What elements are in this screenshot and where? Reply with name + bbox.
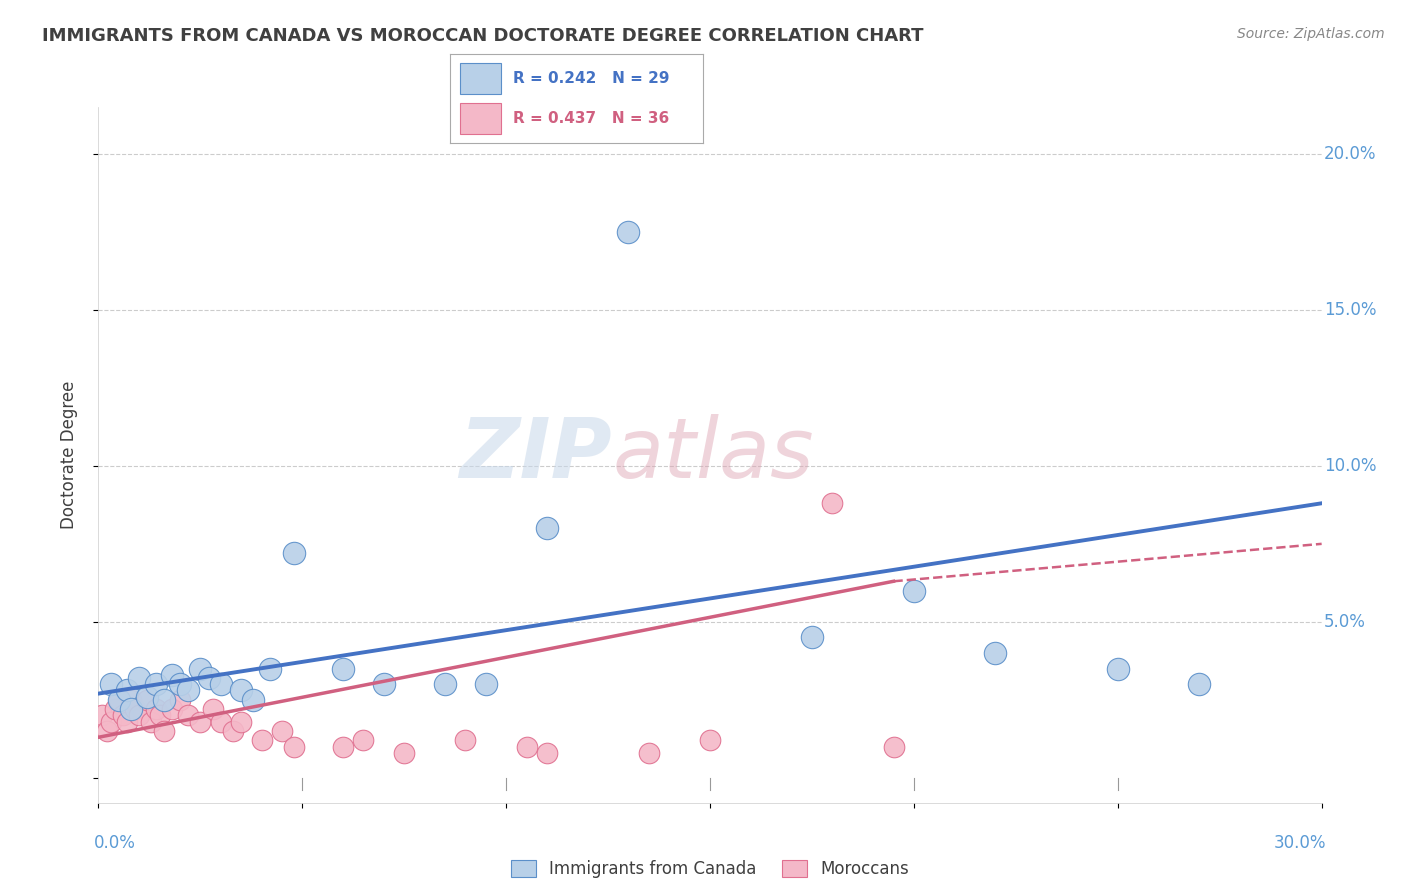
Point — [231, 714, 253, 729]
Text: 20.0%: 20.0% — [1324, 145, 1376, 163]
Point — [250, 733, 273, 747]
Point — [352, 733, 374, 747]
Legend: Immigrants from Canada, Moroccans: Immigrants from Canada, Moroccans — [505, 854, 915, 885]
Point — [115, 714, 138, 729]
Point — [188, 662, 212, 676]
Point — [197, 671, 219, 685]
Text: R = 0.437   N = 36: R = 0.437 N = 36 — [513, 112, 669, 126]
Point — [1107, 662, 1129, 676]
Point — [149, 708, 172, 723]
Point — [169, 693, 191, 707]
Point — [801, 631, 824, 645]
Bar — [460, 103, 501, 134]
Point — [124, 702, 146, 716]
Point — [332, 739, 354, 754]
Text: 10.0%: 10.0% — [1324, 457, 1376, 475]
Point — [903, 583, 925, 598]
Point — [637, 746, 661, 760]
Point — [145, 677, 167, 691]
Point — [883, 739, 905, 754]
Point — [1188, 677, 1211, 691]
Point — [136, 693, 159, 707]
Point — [188, 714, 212, 729]
Point — [91, 708, 114, 723]
Point — [617, 225, 640, 239]
Point — [141, 714, 163, 729]
Point — [100, 714, 122, 729]
Point — [454, 733, 477, 747]
Point — [152, 693, 174, 707]
Point — [201, 702, 224, 716]
Text: 30.0%: 30.0% — [1274, 834, 1326, 852]
Point — [231, 683, 253, 698]
Point — [536, 521, 558, 535]
Text: 0.0%: 0.0% — [94, 834, 136, 852]
Point — [177, 683, 200, 698]
Point — [283, 546, 305, 560]
Bar — [460, 63, 501, 94]
Text: atlas: atlas — [612, 415, 814, 495]
Point — [160, 668, 183, 682]
Text: ZIP: ZIP — [460, 415, 612, 495]
Text: IMMIGRANTS FROM CANADA VS MOROCCAN DOCTORATE DEGREE CORRELATION CHART: IMMIGRANTS FROM CANADA VS MOROCCAN DOCTO… — [42, 27, 924, 45]
Point — [169, 677, 191, 691]
Point — [96, 724, 118, 739]
Point — [136, 690, 159, 704]
Point — [209, 714, 232, 729]
Point — [516, 739, 538, 754]
Y-axis label: Doctorate Degree: Doctorate Degree — [59, 381, 77, 529]
Text: Source: ZipAtlas.com: Source: ZipAtlas.com — [1237, 27, 1385, 41]
Point — [128, 708, 150, 723]
Point — [104, 702, 127, 716]
Point — [120, 702, 142, 716]
Point — [128, 671, 150, 685]
Point — [699, 733, 721, 747]
Text: 15.0%: 15.0% — [1324, 301, 1376, 318]
Text: 5.0%: 5.0% — [1324, 613, 1367, 631]
Point — [259, 662, 281, 676]
Point — [177, 708, 200, 723]
Point — [100, 677, 122, 691]
Point — [152, 724, 174, 739]
Point — [145, 702, 167, 716]
Text: R = 0.242   N = 29: R = 0.242 N = 29 — [513, 71, 669, 86]
Point — [111, 708, 134, 723]
Point — [536, 746, 558, 760]
Point — [392, 746, 416, 760]
Point — [270, 724, 294, 739]
Point — [434, 677, 457, 691]
Point — [108, 693, 131, 707]
Point — [283, 739, 305, 754]
Point — [108, 693, 131, 707]
Point — [115, 683, 138, 698]
Point — [242, 693, 264, 707]
Point — [160, 702, 183, 716]
Point — [373, 677, 395, 691]
Point — [222, 724, 245, 739]
Point — [984, 646, 1007, 660]
Point — [474, 677, 498, 691]
Point — [332, 662, 354, 676]
Point — [120, 693, 142, 707]
Point — [821, 496, 844, 510]
Point — [209, 677, 232, 691]
